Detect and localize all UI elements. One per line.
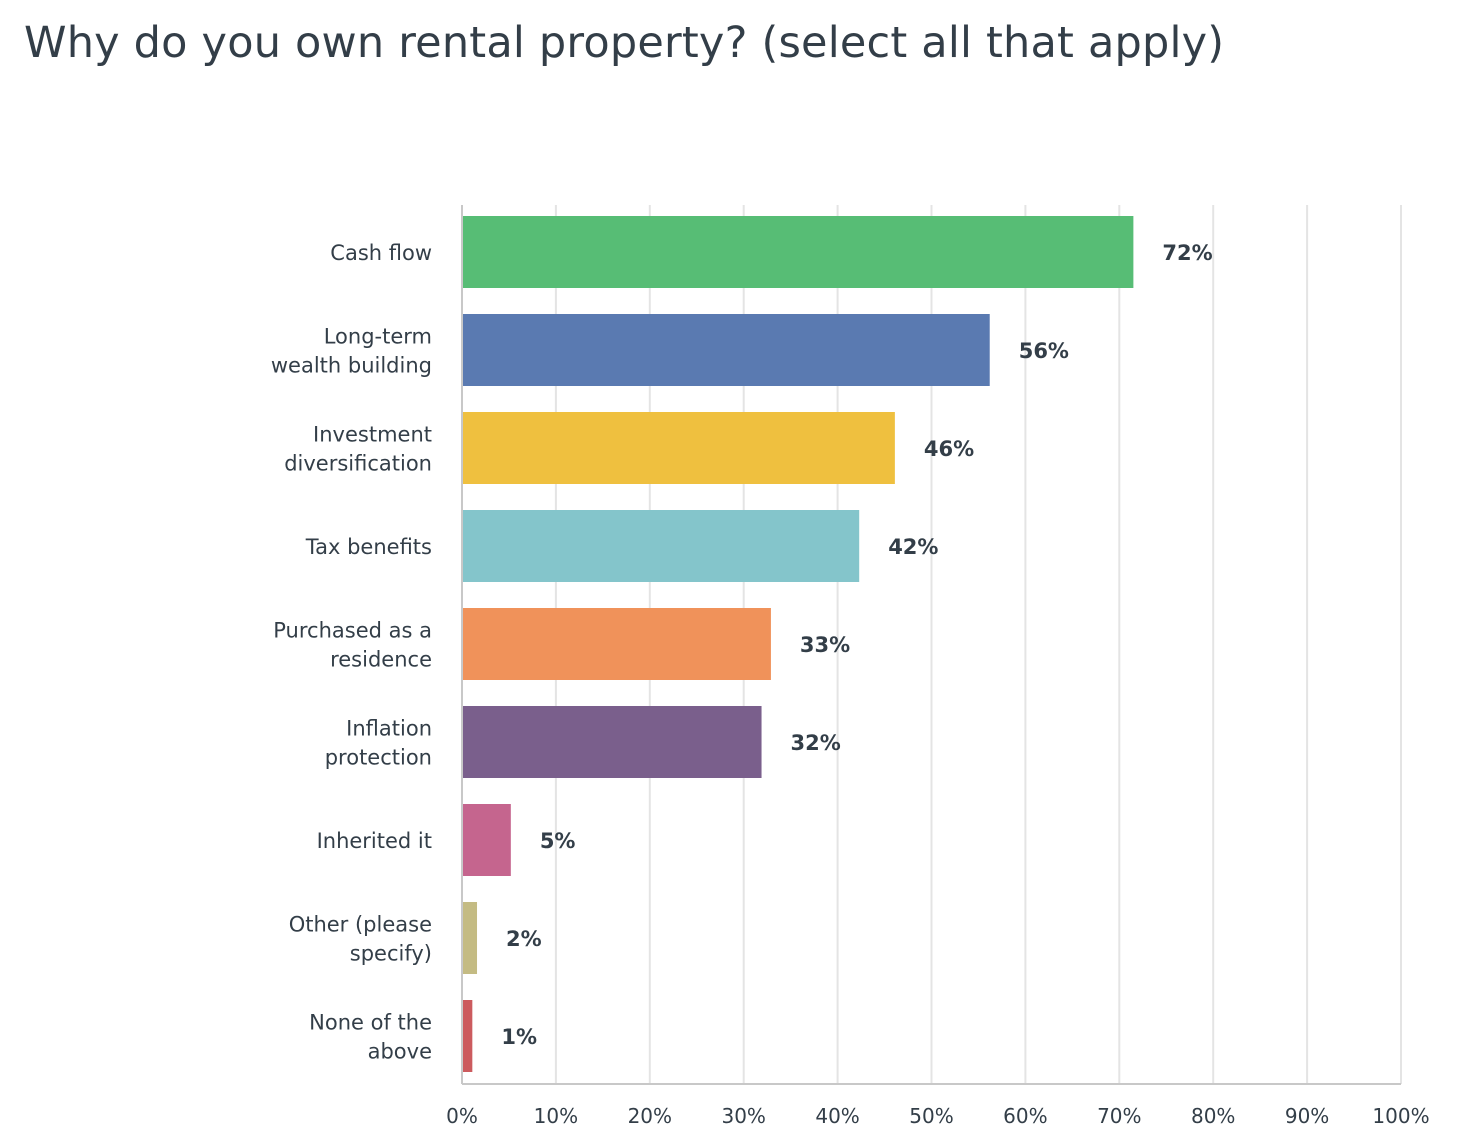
category-label-line: Tax benefits — [305, 535, 432, 559]
chart-title: Why do you own rental property? (select … — [24, 18, 1225, 68]
bar — [462, 1000, 473, 1072]
value-label: 33% — [800, 633, 850, 657]
category-label-line: wealth building — [271, 354, 432, 378]
bar — [462, 608, 771, 680]
x-tick-label: 50% — [909, 1104, 953, 1128]
bar — [462, 510, 860, 582]
bar — [462, 706, 762, 778]
bars — [462, 216, 1134, 1072]
x-tick-label: 0% — [446, 1104, 478, 1128]
category-label-line: None of the — [309, 1011, 432, 1035]
category-label: Investment diversification — [284, 423, 432, 476]
bar — [462, 412, 895, 484]
value-label: 5% — [540, 829, 576, 853]
bar — [462, 902, 478, 974]
category-label: None of the above — [309, 1011, 432, 1064]
category-label: Purchased as a residence — [273, 619, 432, 672]
category-label-line: residence — [330, 648, 432, 672]
category-label: Inherited it — [317, 829, 432, 853]
labels: 0% 10% 20% 30% 40% 50% 60% 70% 80% 90% 100% 72% Cash… — [271, 241, 1430, 1128]
category-label: Other (please specify) — [289, 913, 432, 966]
x-tick-label: 60% — [1003, 1104, 1047, 1128]
x-tick-label: 70% — [1097, 1104, 1141, 1128]
category-label-line: Investment — [313, 423, 432, 447]
x-tick-label: 90% — [1285, 1104, 1329, 1128]
category-label: Inflation protection — [325, 717, 432, 770]
category-label-line: Cash flow — [330, 241, 432, 265]
category-label: Long-term wealth building — [271, 325, 432, 378]
value-label: 72% — [1162, 241, 1212, 265]
axes — [461, 205, 1401, 1085]
bar — [462, 216, 1134, 288]
category-label-line: specify) — [350, 942, 432, 966]
x-tick-label: 80% — [1191, 1104, 1235, 1128]
bar — [462, 314, 990, 386]
category-label-line: Inflation — [346, 717, 432, 741]
category-label-line: Inherited it — [317, 829, 432, 853]
x-tick-label: 10% — [534, 1104, 578, 1128]
category-label: Tax benefits — [305, 535, 432, 559]
bar — [462, 804, 511, 876]
category-label: Cash flow — [330, 241, 432, 265]
category-label-line: Purchased as a — [273, 619, 432, 643]
category-label-line: protection — [325, 746, 432, 770]
category-label-line: Long-term — [324, 325, 432, 349]
category-label-line: above — [368, 1040, 432, 1064]
value-label: 42% — [888, 535, 938, 559]
x-tick-label: 20% — [628, 1104, 672, 1128]
x-tick-label: 30% — [721, 1104, 765, 1128]
value-label: 32% — [791, 731, 841, 755]
value-label: 1% — [501, 1025, 537, 1049]
x-tick-label: 100% — [1372, 1104, 1429, 1128]
value-label: 56% — [1019, 339, 1069, 363]
category-label-line: Other (please — [289, 913, 432, 937]
x-tick-label: 40% — [815, 1104, 859, 1128]
value-label: 46% — [924, 437, 974, 461]
value-label: 2% — [506, 927, 542, 951]
category-label-line: diversification — [284, 452, 432, 476]
